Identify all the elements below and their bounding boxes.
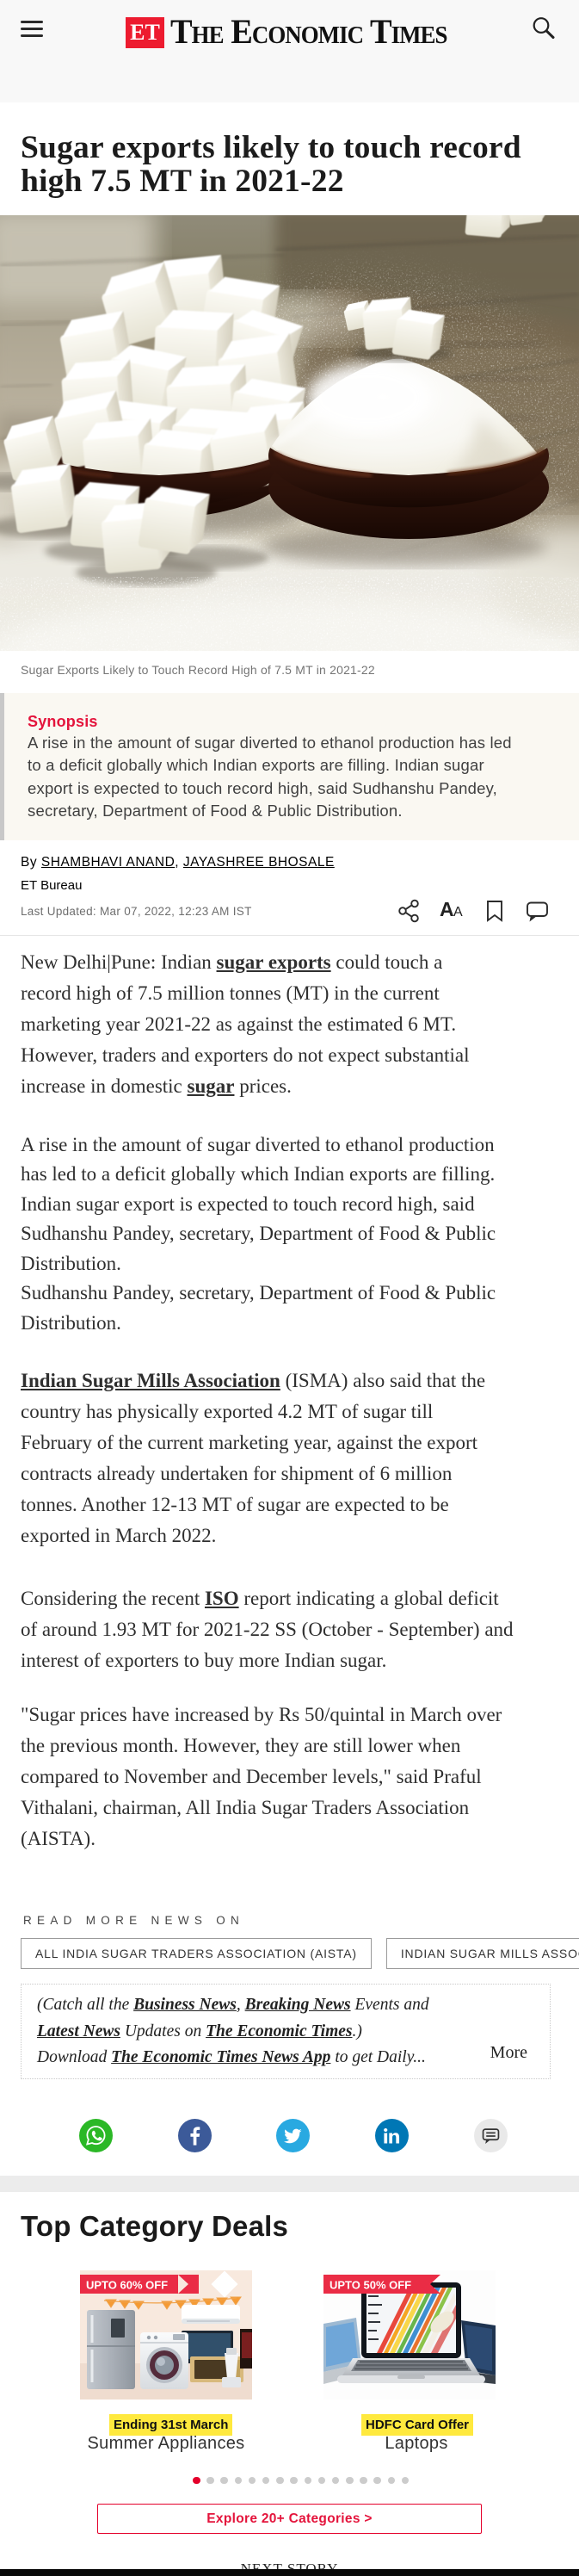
svg-text:A: A: [440, 899, 454, 920]
svg-text:UPTO 60% OFF: UPTO 60% OFF: [86, 2279, 168, 2292]
svg-text:A: A: [453, 905, 463, 920]
svg-text:UPTO 50% OFF: UPTO 50% OFF: [330, 2279, 411, 2292]
